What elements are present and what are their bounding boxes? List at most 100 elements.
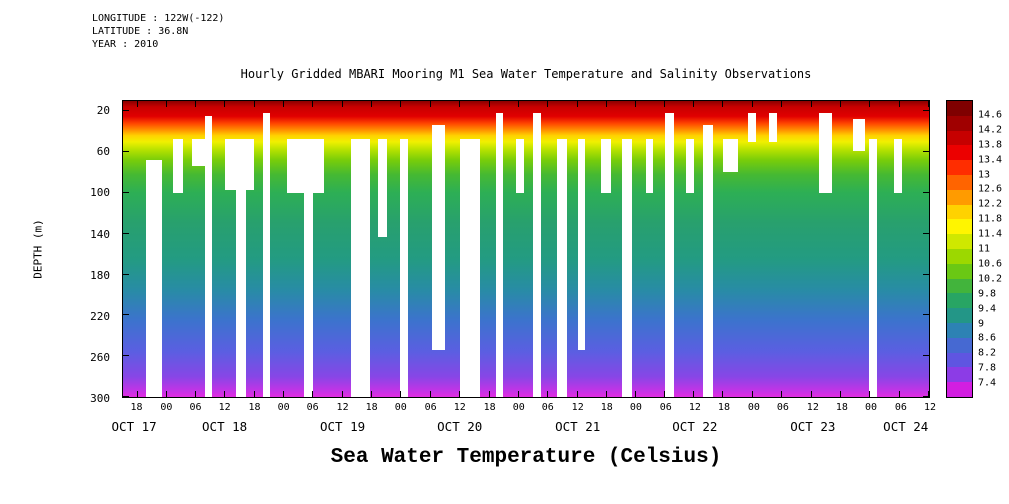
missing-data-gap (621, 139, 633, 397)
colorbar-cell (947, 145, 972, 161)
y-tick-mark (923, 396, 929, 397)
x-tick-label: 12 (453, 402, 466, 413)
y-axis-tick-labels: 20 60 100 140 180 220 260 300 (78, 100, 116, 405)
colorbar-cell (947, 367, 972, 383)
x-tick-label: 12 (806, 402, 819, 413)
x-tick-mark (429, 391, 431, 397)
x-tick-label: 00 (629, 402, 642, 413)
temperature-contour-fill (123, 101, 929, 397)
colorbar-tick-label: 14.2 (978, 124, 1003, 136)
y-tick-mark (123, 110, 129, 112)
x-tick-mark (371, 391, 373, 397)
colorbar-tick-label: 8.2 (978, 347, 997, 359)
missing-data-gap (686, 139, 694, 193)
x-tick-mark (781, 391, 783, 397)
y-tick-mark (923, 191, 929, 193)
x-tick-label: 06 (659, 402, 672, 413)
colorbar-cell (947, 278, 972, 294)
colorbar-tick-label: 9 (978, 318, 985, 329)
x-tick-label: 12 (688, 402, 701, 413)
colorbar-cell (947, 115, 972, 131)
x-tick-mark (254, 101, 256, 107)
colorbar-cell (947, 382, 972, 397)
colorbar-tick-label: 13.8 (978, 139, 1003, 151)
y-tick-mark (123, 232, 129, 234)
x-tick-mark (781, 101, 783, 107)
missing-data-gap (303, 192, 314, 397)
x-tick-label: 06 (424, 402, 437, 413)
colorbar-tick-label: 9.8 (978, 288, 997, 300)
year-label: YEAR : 2010 (92, 39, 159, 50)
x-tick-mark (928, 391, 929, 397)
colorbar-tick-labels: 14.6 14.2 13.8 13.4 13 12.6 12.2 11.8 11.4 11 10.6… (978, 100, 1008, 398)
colorbar-cell (947, 249, 972, 264)
x-tick-label: 06 (776, 402, 789, 413)
x-tick-label: 18 (600, 402, 613, 413)
x-tick-mark (898, 391, 900, 397)
y-tick-mark (123, 191, 129, 193)
x-tick-mark (811, 101, 813, 107)
x-tick-mark (869, 101, 871, 107)
missing-data-gap (722, 139, 738, 173)
x-date-label: OCT 17 (111, 419, 157, 434)
x-tick-mark (312, 391, 314, 397)
x-date-label: OCT 20 (437, 419, 483, 434)
latitude-label: LATITUDE : 36.8N (92, 26, 189, 37)
x-tick-mark (840, 101, 842, 107)
missing-data-gap (172, 139, 183, 193)
x-tick-label: 18 (248, 402, 261, 413)
missing-data-gap (459, 139, 481, 397)
colorbar-cell (947, 189, 972, 205)
colorbar-cell (947, 293, 972, 309)
y-tick-label: 100 (90, 186, 110, 200)
colorbar-cell (947, 234, 972, 249)
x-tick-mark (166, 391, 168, 397)
x-date-label: OCT 21 (555, 419, 601, 434)
colorbar (946, 100, 973, 398)
missing-data-gap (286, 139, 324, 193)
x-date-label: OCT 22 (672, 419, 718, 434)
contour-plot (122, 100, 930, 398)
x-tick-label: 00 (277, 402, 290, 413)
missing-data-gap (235, 189, 246, 397)
colorbar-cell (947, 352, 972, 368)
x-axis-date-labels: OCT 17 OCT 18 OCT 19 OCT 20 OCT 21 OCT 22 OCT … (112, 419, 930, 435)
colorbar-tick-label: 9.4 (978, 303, 997, 315)
y-tick-label: 180 (90, 268, 110, 282)
x-tick-label: 00 (512, 402, 525, 413)
x-tick-label: 18 (835, 402, 848, 413)
colorbar-tick-label: 10.2 (978, 273, 1003, 285)
x-tick-mark (458, 391, 460, 397)
colorbar-cell (947, 263, 972, 279)
x-tick-label: 12 (336, 402, 349, 413)
missing-data-gap (748, 112, 756, 143)
y-tick-mark (123, 273, 129, 275)
x-tick-mark (576, 101, 578, 107)
missing-data-gap (431, 124, 446, 350)
x-tick-label: 06 (541, 402, 554, 413)
y-tick-label: 260 (90, 350, 110, 364)
x-tick-mark (722, 101, 724, 107)
x-tick-mark (869, 391, 871, 397)
missing-data-gap (205, 115, 212, 397)
colorbar-cell (947, 101, 972, 116)
colorbar-tick-label: 7.4 (978, 377, 997, 389)
x-tick-label: 00 (864, 402, 878, 413)
x-tick-label: 00 (747, 402, 760, 413)
x-tick-mark (224, 391, 226, 397)
missing-data-gap (600, 139, 612, 193)
x-tick-mark (136, 101, 138, 107)
colorbar-tick-label: 11.4 (978, 228, 1003, 240)
colorbar-tick-label: 11 (978, 243, 991, 255)
colorbar-tick-label: 13 (978, 169, 991, 180)
missing-data-gap (702, 124, 713, 397)
colorbar-tick-label: 12.6 (978, 183, 1003, 195)
x-tick-mark (752, 391, 754, 397)
x-date-label: OCT 19 (320, 419, 366, 434)
x-axis-title: Sea Water Temperature (Celsius) (330, 446, 722, 469)
y-axis-label: DEPTH (m) (31, 219, 45, 279)
x-tick-mark (517, 391, 519, 397)
x-tick-mark (517, 101, 519, 107)
missing-data-gap (665, 112, 675, 397)
